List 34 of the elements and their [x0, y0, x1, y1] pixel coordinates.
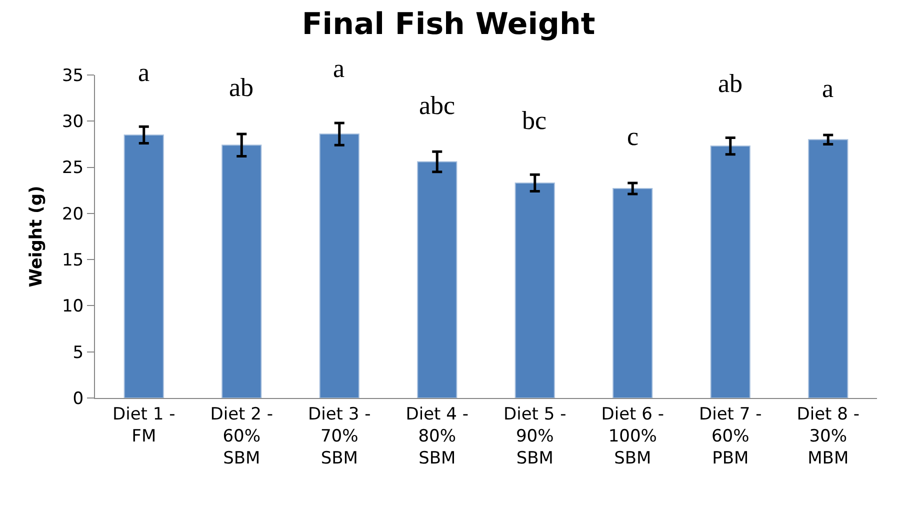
annotation: a [333, 54, 345, 83]
x-tick-label: Diet 1 - FM [112, 404, 176, 446]
x-tick-label: Diet 5 - 90% SBM [504, 404, 566, 469]
y-tick-label: 30 [62, 112, 84, 132]
x-tick-label: Diet 2 - 60% SBM [210, 404, 273, 469]
y-tick-label: 5 [72, 342, 84, 363]
y-tick-label: 20 [62, 204, 84, 224]
bar [124, 134, 164, 398]
y-axis-title: Weight (g) [26, 186, 47, 288]
bar [222, 144, 262, 398]
y-tick-label: 35 [62, 66, 84, 86]
chart-title: Final Fish Weight [302, 7, 596, 42]
bar [808, 139, 848, 398]
bar [417, 161, 458, 398]
annotation: a [822, 74, 834, 103]
bar [612, 188, 653, 398]
annotation: ab [229, 73, 254, 102]
annotation: abc [419, 91, 456, 120]
x-tick-label: Diet 8 - 30% MBM [796, 404, 860, 469]
bar [319, 134, 360, 398]
annotation: ab [718, 69, 743, 98]
annotation: c [627, 122, 639, 151]
bar [710, 146, 750, 398]
y-tick-label: 10 [62, 296, 84, 317]
annotation: bc [522, 106, 547, 135]
y-tick-label: 25 [62, 158, 84, 178]
annotation: a [138, 58, 150, 87]
x-tick-label: Diet 3 - 70% SBM [308, 404, 371, 469]
x-tick-label: Diet 7 - 60% PBM [699, 404, 762, 469]
y-tick-label: 0 [72, 388, 84, 409]
bar [514, 182, 555, 398]
x-tick-label: Diet 4 - 80% SBM [406, 404, 468, 469]
y-tick-label: 15 [62, 250, 84, 271]
x-tick-label: Diet 6 - 100% SBM [601, 404, 664, 469]
